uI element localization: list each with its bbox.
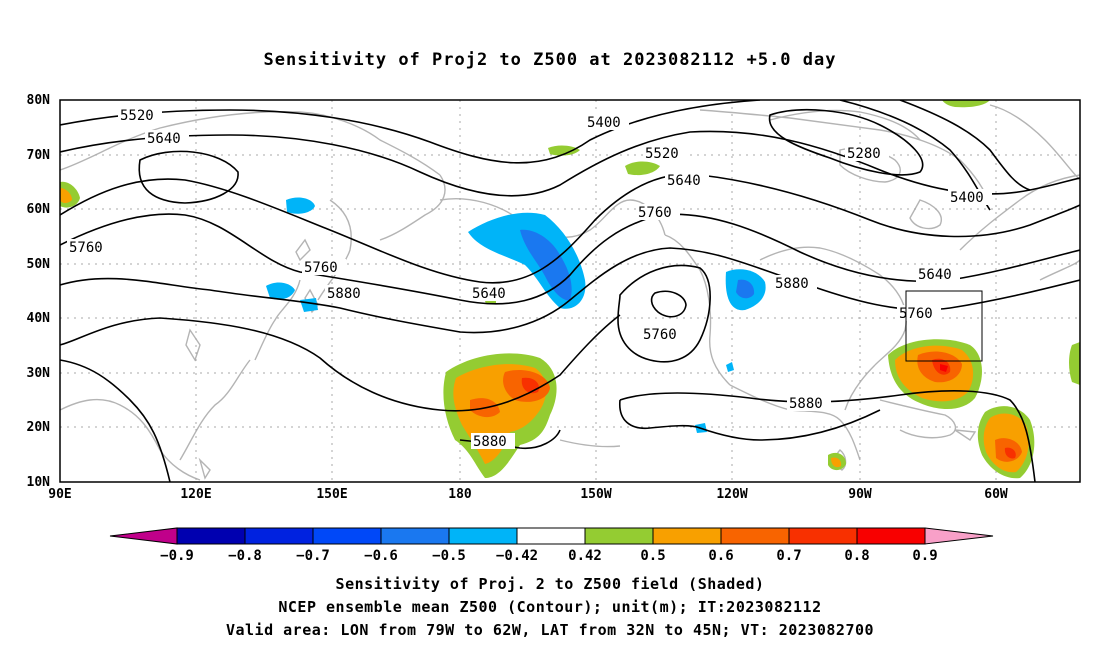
negative-patch — [300, 298, 318, 312]
svg-text:5760: 5760 — [899, 306, 933, 322]
svg-text:5760: 5760 — [304, 260, 338, 276]
positive-patch — [940, 364, 948, 372]
svg-text:5520: 5520 — [120, 108, 154, 124]
colorbar-box — [244, 527, 314, 545]
lon-label: 150E — [316, 487, 347, 502]
svg-text:5280: 5280 — [847, 146, 881, 162]
svg-text:5760: 5760 — [638, 205, 672, 221]
valid-area-box — [905, 290, 983, 362]
colorbar-box — [788, 527, 858, 545]
lon-label: 120E — [180, 487, 211, 502]
lon-label: 90W — [848, 487, 872, 502]
map-frame — [59, 99, 1081, 483]
colorbar-box — [176, 527, 246, 545]
colorbar-box — [856, 527, 926, 545]
svg-text:5520: 5520 — [645, 146, 679, 162]
svg-text:5760: 5760 — [643, 327, 677, 343]
svg-text:5760: 5760 — [69, 240, 103, 256]
colorbar-box — [448, 527, 518, 545]
negative-patch — [726, 362, 734, 372]
colorbar-box — [652, 527, 722, 545]
svg-text:5640: 5640 — [472, 286, 506, 302]
colorbar-box — [380, 527, 450, 545]
svg-text:5640: 5640 — [667, 173, 701, 189]
lat-label: 20N — [27, 420, 51, 435]
colorbar-box — [584, 527, 654, 545]
svg-text:5400: 5400 — [950, 190, 984, 206]
positive-patch — [60, 188, 72, 203]
colorbar-label: −0.42 — [496, 548, 538, 564]
chart-title: Sensitivity of Proj2 to Z500 at 20230821… — [263, 50, 837, 70]
colorbar-label: −0.5 — [432, 548, 466, 564]
longitude-labels: 90E 120E 150E 180 150W 120W 90W 60W — [48, 487, 1008, 502]
lat-label: 10N — [27, 475, 51, 490]
svg-text:5400: 5400 — [587, 115, 621, 131]
lat-label: 80N — [27, 93, 51, 108]
latitude-labels: 80N 70N 60N 50N 40N 30N 20N 10N — [27, 93, 51, 490]
positive-patch — [625, 161, 660, 176]
lon-label: 90E — [48, 487, 71, 502]
colorbar-label: 0.5 — [640, 548, 665, 564]
footer-line-2: NCEP ensemble mean Z500 (Contour); unit(… — [278, 598, 822, 616]
colorbar-label: 0.9 — [912, 548, 937, 564]
svg-text:5880: 5880 — [327, 286, 361, 302]
lat-label: 70N — [27, 148, 51, 163]
colorbar-label: 0.7 — [776, 548, 801, 564]
svg-text:5640: 5640 — [147, 131, 181, 147]
lat-label: 60N — [27, 202, 51, 217]
colorbar-box — [516, 527, 586, 545]
colorbar-upper-extension — [924, 527, 994, 545]
colorbar-label: −0.9 — [160, 548, 194, 564]
lat-label: 40N — [27, 311, 51, 326]
negative-patch — [266, 282, 295, 300]
positive-patch — [1069, 342, 1080, 385]
colorbar-box — [312, 527, 382, 545]
grid-lines — [60, 100, 1080, 482]
lon-label: 180 — [448, 487, 472, 502]
lat-label: 50N — [27, 257, 51, 272]
lon-label: 150W — [580, 487, 611, 502]
positive-patch — [942, 100, 990, 108]
negative-patch — [520, 229, 572, 301]
colorbar: −0.9 −0.8 −0.7 −0.6 −0.5 −0.42 0.42 0.5 0.6 0.7 0.… — [109, 527, 994, 564]
positive-patch — [1004, 447, 1016, 459]
negative-patch — [736, 279, 755, 299]
footer-line-1: Sensitivity of Proj. 2 to Z500 field (Sh… — [335, 575, 765, 593]
colorbar-box — [720, 527, 790, 545]
colorbar-label: 0.8 — [844, 548, 869, 564]
svg-text:5880: 5880 — [789, 396, 823, 412]
colorbar-label: −0.6 — [364, 548, 398, 564]
svg-text:5880: 5880 — [775, 276, 809, 292]
colorbar-label: −0.7 — [296, 548, 330, 564]
negative-patch — [286, 197, 315, 214]
lon-label: 60W — [984, 487, 1008, 502]
positive-patch — [548, 145, 580, 156]
lon-label: 120W — [716, 487, 747, 502]
lat-label: 30N — [27, 366, 51, 381]
svg-text:5880: 5880 — [473, 434, 507, 450]
positive-patch — [831, 457, 842, 468]
colorbar-label: 0.6 — [708, 548, 733, 564]
svg-text:5640: 5640 — [918, 267, 952, 283]
colorbar-lower-extension — [109, 527, 178, 545]
contour-labels: 5520 5640 5760 5400 5520 5640 5760 5280 … — [67, 107, 992, 450]
footer-line-3: Valid area: LON from 79W to 62W, LAT fro… — [225, 621, 875, 639]
colorbar-label: −0.8 — [228, 548, 262, 564]
colorbar-label: 0.42 — [568, 548, 602, 564]
